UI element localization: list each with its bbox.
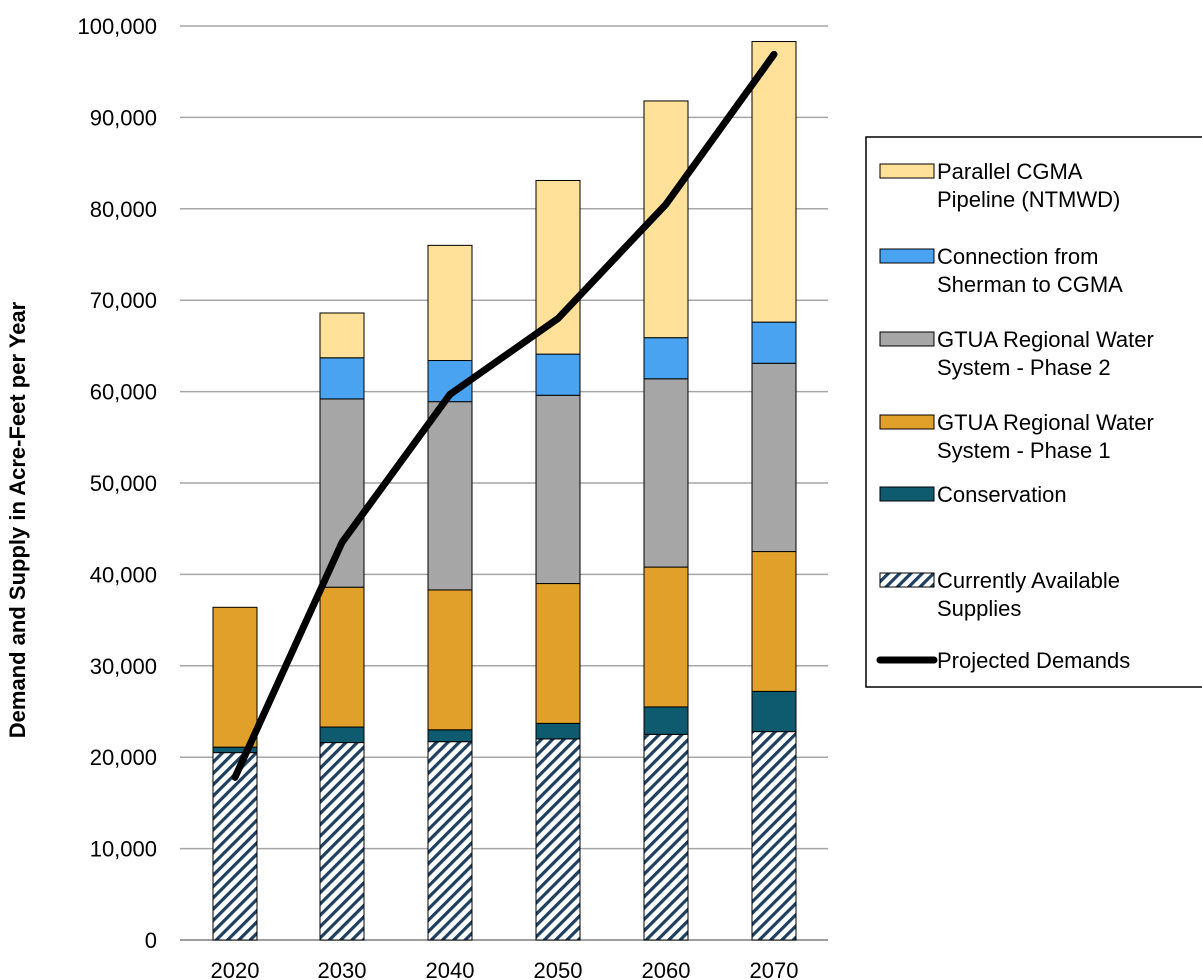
legend-label: System - Phase 1 [937,438,1111,463]
bar-segment [319,742,365,941]
legend-label: GTUA Regional Water [937,410,1154,435]
bar-segment [643,378,689,568]
legend-label: Currently Available [937,568,1120,593]
bar-segment [319,357,365,400]
bars [212,41,797,941]
bar-segment [319,726,365,744]
bar-segment [751,690,797,733]
projected-demands-line [231,50,778,781]
bar-segment [212,606,258,748]
x-tick-label: 2040 [426,958,475,980]
bar-segment [643,337,689,380]
bar-segment [751,41,797,323]
bar-segment [535,722,581,740]
bar-segment [427,729,473,743]
y-tick-label: 50,000 [90,471,157,496]
bar-segment [427,244,473,362]
y-tick-label: 10,000 [90,837,157,862]
y-tick-label: 100,000 [77,14,157,39]
legend-swatch [879,414,935,430]
projected-demands-line-path [231,50,778,781]
bar-segment [751,731,797,941]
bar-segment [535,738,581,941]
legend-swatch [879,572,935,588]
y-tick-label: 0 [145,928,157,953]
legend-label: Sherman to CGMA [937,272,1123,297]
y-tick-label: 60,000 [90,380,157,405]
legend-swatch [879,331,935,347]
y-tick-label: 80,000 [90,197,157,222]
legend-label: Supplies [937,596,1021,621]
x-tick-label: 2020 [211,958,260,980]
bar-segment [319,312,365,359]
legend-swatch [879,163,935,179]
bar-segment [643,733,689,941]
bar-segment [751,362,797,553]
y-tick-label: 40,000 [90,562,157,587]
bar-segment [427,589,473,731]
legend-swatch [879,248,935,264]
x-tick-label: 2060 [642,958,691,980]
x-axis-ticks: 2020 2030 2040 2050 2060 2070 [211,958,799,980]
bar-segment [427,741,473,941]
legend-label: System - Phase 2 [937,355,1111,380]
y-tick-label: 30,000 [90,654,157,679]
legend-swatch [879,486,935,502]
legend-frame [865,136,1202,688]
bar-segment [427,401,473,591]
y-tick-label: 70,000 [90,288,157,313]
y-axis-ticks: 0 10,000 20,000 30,000 40,000 50,000 60,000 70,… [77,14,157,953]
y-tick-label: 90,000 [90,105,157,130]
legend-label: Conservation [937,482,1067,507]
x-tick-label: 2070 [750,958,799,980]
y-axis-label: Demand and Supply in Acre-Feet per Year [5,301,30,738]
legend: Parallel CGMA Pipeline (NTMWD) Connection … [865,136,1202,688]
bar-segment [751,551,797,692]
legend-label: Pipeline (NTMWD) [937,187,1120,212]
bar-segment [535,179,581,355]
bar-segment [535,583,581,724]
x-tick-label: 2050 [534,958,583,980]
gridlines [180,25,828,941]
bar-segment [319,586,365,728]
legend-label: Projected Demands [937,648,1130,673]
bar-segment [751,321,797,364]
legend-label: GTUA Regional Water [937,327,1154,352]
bar-segment [319,398,365,588]
bar-segment [643,706,689,735]
y-tick-label: 20,000 [90,745,157,770]
x-tick-label: 2030 [318,958,367,980]
bar-segment [535,394,581,585]
bar-segment [535,353,581,396]
legend-label: Connection from [937,244,1098,269]
bar-segment [212,752,258,941]
bar-segment [643,566,689,708]
legend-label: Parallel CGMA [937,159,1083,184]
